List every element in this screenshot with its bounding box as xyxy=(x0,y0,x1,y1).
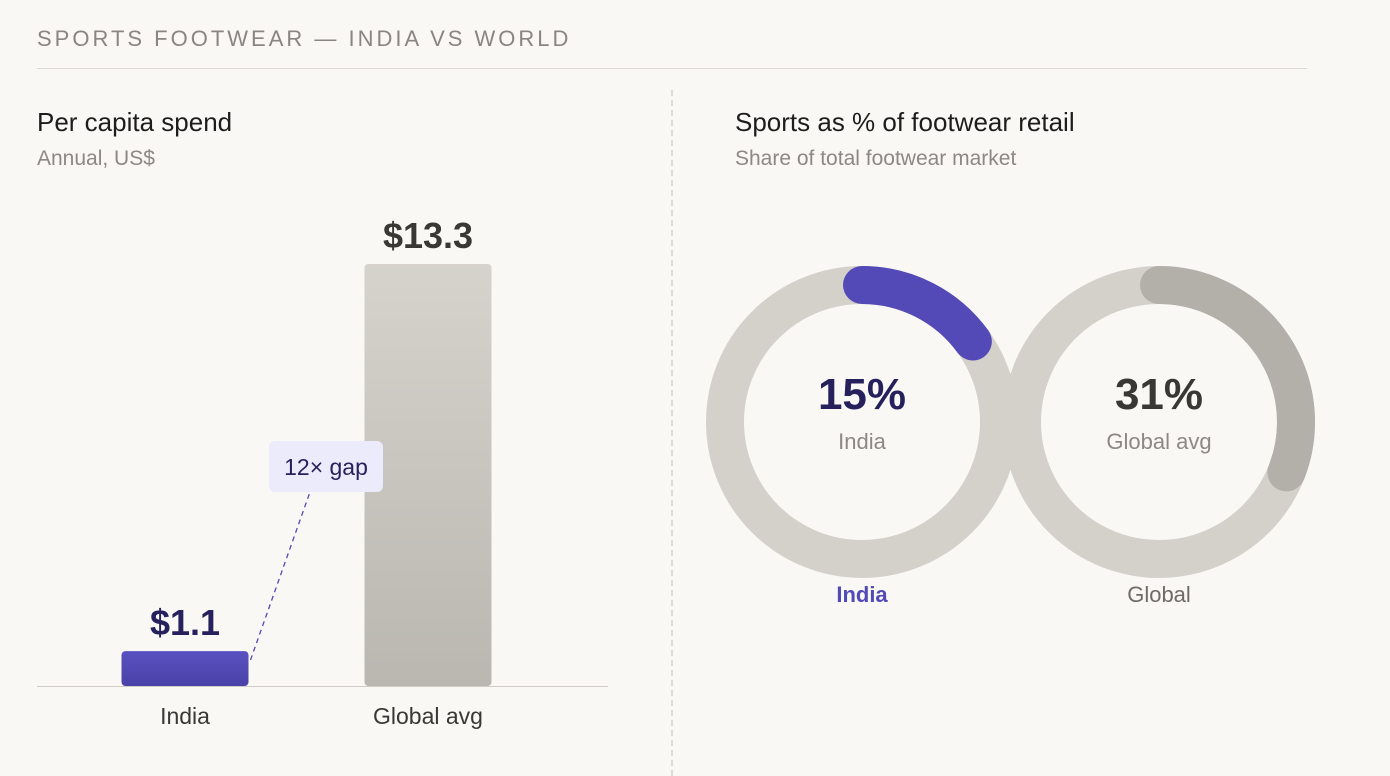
gap-annotation-label: 12× gap xyxy=(284,454,368,480)
header-rule xyxy=(37,68,1307,69)
panel-divider xyxy=(671,90,673,776)
donut-chart-subtitle: Share of total footwear market xyxy=(735,147,1017,170)
donut-caption: Global xyxy=(1127,582,1191,607)
bar-india xyxy=(121,651,249,686)
donut-value-label: 15% xyxy=(818,370,906,419)
donut-arc-global xyxy=(1140,266,1315,492)
gap-annotation-badge xyxy=(269,441,383,492)
bar-category-label: Global avg xyxy=(373,703,483,729)
bar-chart: $1.1 India $13.3 Global avg 12× gap xyxy=(37,215,608,729)
bar-chart-title: Per capita spend xyxy=(37,107,233,137)
bar-category-label: India xyxy=(160,703,210,729)
gap-connector-line xyxy=(249,491,311,661)
donut-caption: India xyxy=(836,582,888,607)
bar-chart-subtitle: Annual, US$ xyxy=(37,147,155,170)
donut-center-label: India xyxy=(838,429,886,454)
bar-global-avg xyxy=(364,264,492,686)
donut-arc-india xyxy=(843,266,992,361)
donut-value-label: 31% xyxy=(1115,370,1203,419)
donut-chart: 15% India India 31% Global avg Global xyxy=(706,266,1315,607)
bar-value-label: $1.1 xyxy=(150,602,220,643)
donut-center-label: Global avg xyxy=(1106,429,1211,454)
donut-chart-title: Sports as % of footwear retail xyxy=(735,107,1075,137)
bar-value-label: $13.3 xyxy=(383,215,473,256)
page-eyebrow: SPORTS FOOTWEAR — INDIA VS WORLD xyxy=(37,26,572,51)
